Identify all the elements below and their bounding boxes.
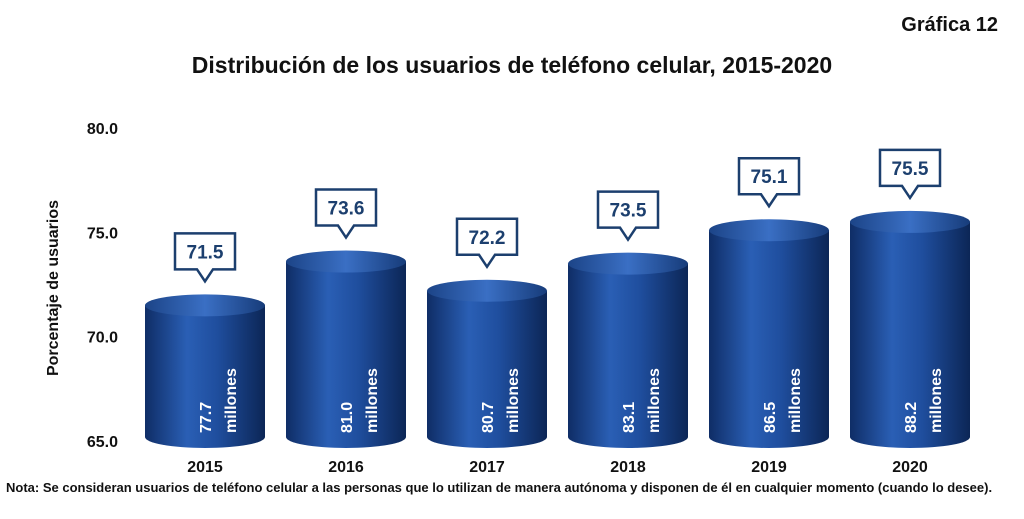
bar-unit: millones	[223, 368, 240, 433]
y-axis: Porcentaje de usuarios 65.0 70.0 75.0 80.0	[45, 121, 118, 451]
value-label: 75.5	[892, 159, 929, 180]
bar-amount: 86.5	[762, 402, 779, 433]
bar-unit: millones	[787, 368, 804, 433]
value-label: 71.5	[187, 242, 224, 263]
value-label: 73.6	[328, 199, 365, 220]
bar-top	[427, 279, 547, 302]
figure-label: Gráfica 12	[901, 14, 998, 36]
x-tick-label: 2020	[892, 459, 928, 476]
x-tick-label: 2018	[610, 459, 646, 476]
bar	[709, 230, 829, 448]
bar-unit: millones	[505, 368, 522, 433]
bar-amount: 88.2	[903, 402, 920, 433]
value-label: 72.2	[469, 228, 506, 249]
value-callout	[173, 232, 237, 284]
x-axis: 2015 2016 2017 2018 2019 2020	[187, 459, 928, 476]
bar-unit: millones	[646, 368, 663, 433]
bar-top	[568, 252, 688, 275]
value-callout	[878, 148, 942, 201]
bars: 77.7 millones 71.5 81.0 millones 73.6 80.7 mill…	[145, 148, 970, 448]
value-callout	[455, 217, 519, 270]
y-axis-label: Porcentaje de usuarios	[45, 200, 62, 376]
x-tick-label: 2019	[751, 459, 787, 476]
bar-group-2020: 88.2 millones 75.5	[850, 148, 970, 448]
bar-top	[850, 210, 970, 233]
bar-chart: Porcentaje de usuarios 65.0 70.0 75.0 80.0 7…	[45, 121, 970, 476]
bar	[427, 290, 547, 448]
value-callout	[314, 188, 378, 240]
value-callout	[596, 190, 660, 242]
bar-amount: 81.0	[339, 402, 356, 433]
bar-group-2017: 80.7 millones 72.2	[427, 217, 547, 448]
value-label: 73.5	[610, 201, 647, 222]
bar-amount: 80.7	[480, 402, 497, 433]
bar	[568, 263, 688, 448]
bar-group-2019: 86.5 millones 75.1	[709, 156, 829, 448]
bar	[286, 261, 406, 448]
bar-amount: 77.7	[198, 402, 215, 433]
bar-amount: 83.1	[621, 402, 638, 433]
bar-group-2018: 83.1 millones 73.5	[568, 190, 688, 448]
value-callout	[737, 156, 801, 209]
bar-top	[286, 250, 406, 273]
bar-unit: millones	[364, 368, 381, 433]
bar-group-2016: 81.0 millones 73.6	[286, 188, 406, 448]
x-tick-label: 2015	[187, 459, 223, 476]
bar	[145, 305, 265, 448]
footnote: Nota: Se consideran usuarios de teléfono…	[6, 480, 993, 495]
y-tick-label: 70.0	[87, 330, 118, 347]
bar-top	[709, 219, 829, 242]
bar-top	[145, 294, 265, 317]
y-tick-label: 75.0	[87, 225, 118, 242]
bar-group-2015: 77.7 millones 71.5	[145, 232, 265, 448]
y-tick-label: 80.0	[87, 121, 118, 138]
bar-unit: millones	[928, 368, 945, 433]
chart-title: Distribución de los usuarios de teléfono…	[191, 52, 833, 78]
value-label: 75.1	[751, 167, 788, 188]
y-tick-label: 65.0	[87, 434, 118, 451]
x-tick-label: 2017	[469, 459, 505, 476]
x-tick-label: 2016	[328, 459, 364, 476]
bar	[850, 221, 970, 448]
